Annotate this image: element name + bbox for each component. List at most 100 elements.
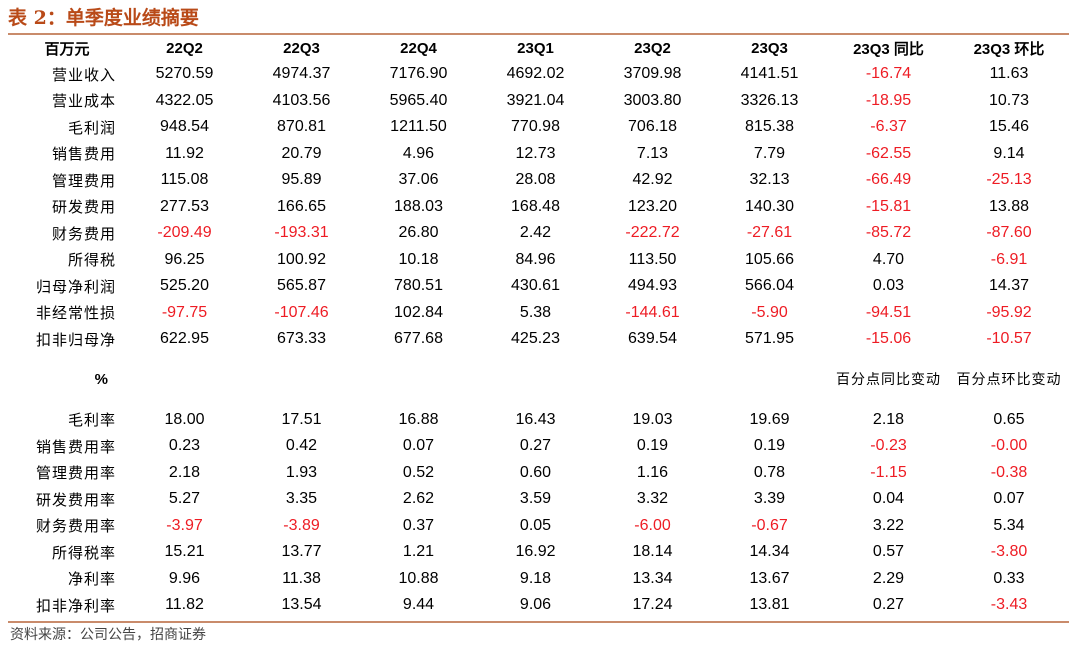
row-label: 净利率 [67, 570, 116, 589]
yoy-note: 百分点同比变动 [836, 371, 941, 388]
table-cell: -15.81 [865, 197, 912, 215]
table-cell: 622.95 [160, 330, 209, 348]
table-cell: 815.38 [745, 118, 794, 136]
table-cell: 3.32 [636, 490, 669, 508]
table-cell: 948.54 [160, 118, 209, 136]
bottom-rule [8, 621, 1069, 623]
table-cell: 277.53 [160, 197, 209, 215]
table-cell: 0.03 [872, 277, 905, 295]
table-cell: 2.62 [402, 490, 435, 508]
table-cell: -10.57 [986, 330, 1032, 348]
table-cell: -85.72 [865, 224, 912, 242]
table-cell: 780.51 [394, 277, 443, 295]
table-cell: 870.81 [277, 118, 326, 136]
table-cell: -0.23 [870, 437, 907, 455]
table-cell: 140.30 [745, 197, 794, 215]
column-header: 22Q3 [283, 39, 320, 57]
table-cell: 3.35 [285, 490, 318, 508]
table-cell: 9.44 [402, 596, 435, 614]
source-note: 资料来源：公司公告，招商证券 [10, 627, 206, 643]
table-cell: 17.51 [281, 410, 322, 428]
table-cell: 19.03 [632, 410, 673, 428]
table-cell: 32.13 [749, 171, 790, 189]
table-cell: 0.19 [636, 437, 669, 455]
pct-header-row: % 百分点同比变动 百分点环比变动 [8, 353, 1069, 407]
row-label: 管理费用 [51, 171, 116, 190]
table-cell: 639.54 [628, 330, 677, 348]
table-row: 营业收入 5270.59 4974.37 7176.90 4692.02 3709.98 4… [8, 61, 1069, 88]
table-cell: 13.88 [988, 197, 1030, 215]
table-cell: 14.37 [988, 277, 1030, 295]
table-cell: 9.14 [993, 144, 1025, 162]
table-cell: 13.34 [632, 569, 673, 587]
table-cell: 13.54 [281, 596, 322, 614]
table-cell: 677.68 [394, 330, 443, 348]
table-row: 毛利率 18.00 17.51 16.88 16.43 19.03 19.69 2.18 0.6… [8, 407, 1069, 434]
row-label: 研发费用 [51, 198, 116, 217]
column-header: 23Q1 [517, 39, 554, 57]
column-header: 23Q2 [634, 39, 671, 57]
table-cell: 2.18 [872, 410, 905, 428]
table-cell: 0.27 [519, 437, 552, 455]
table-cell: 430.61 [511, 277, 560, 295]
table-cell: 565.87 [277, 277, 326, 295]
row-label: 毛利润 [67, 118, 116, 137]
table-cell: 113.50 [628, 250, 677, 268]
row-label: 研发费用率 [35, 490, 116, 509]
row-label: 所得税率 [51, 543, 116, 562]
table-cell: -25.13 [986, 171, 1032, 189]
table-cell: 566.04 [745, 277, 794, 295]
table-cell: -95.92 [986, 303, 1032, 321]
table-cell: 14.34 [749, 543, 790, 561]
table-cell: 7176.90 [389, 65, 448, 83]
row-label: 扣非归母净 [35, 330, 116, 349]
row-label: 营业收入 [51, 65, 116, 84]
row-label: 财务费用 [51, 224, 116, 243]
table-cell: -62.55 [865, 144, 912, 162]
table-cell: -193.31 [274, 224, 329, 242]
table-cell: 37.06 [398, 171, 439, 189]
table-cell: 3921.04 [506, 91, 565, 109]
table-cell: 16.43 [515, 410, 556, 428]
table-row: 财务费用 -209.49 -193.31 26.80 2.42 -222.72 -27.61… [8, 220, 1069, 247]
table-cell: 3.22 [872, 516, 905, 534]
row-label: 销售费用率 [35, 437, 116, 456]
table-cell: 2.18 [168, 463, 201, 481]
table-cell: 188.03 [394, 197, 443, 215]
table-cell: 0.19 [753, 437, 786, 455]
table-cell: 96.25 [164, 250, 205, 268]
table-cell: 0.33 [993, 569, 1025, 587]
column-header: 23Q3 同比 [853, 40, 924, 58]
row-label: 扣非净利率 [35, 596, 116, 615]
column-header: 22Q4 [400, 39, 437, 57]
table-cell: 9.18 [519, 569, 552, 587]
table-cell: -6.00 [634, 516, 671, 534]
table-row: 财务费用率 -3.97 -3.89 0.37 0.05 -6.00 -0.67 3.22 5.3… [8, 513, 1069, 540]
table-row: 非经常性损 -97.75 -107.46 102.84 5.38 -144.61 -5.90… [8, 300, 1069, 327]
table-cell: 525.20 [160, 277, 209, 295]
table-cell: 0.04 [872, 490, 905, 508]
table-cell: -5.90 [751, 303, 788, 321]
table-cell: 1.21 [402, 543, 435, 561]
table-cell: 102.84 [394, 303, 443, 321]
table-row: 扣非归母净 622.95 673.33 677.68 425.23 639.54 571.9… [8, 326, 1069, 353]
table-cell: -222.72 [625, 224, 680, 242]
column-header: 23Q3 [751, 39, 788, 57]
table-cell: 115.08 [160, 171, 209, 189]
table-cell: 11.38 [282, 569, 321, 587]
table-cell: 13.67 [749, 569, 790, 587]
table-cell: 18.14 [632, 543, 673, 561]
table-cell: -0.38 [990, 463, 1028, 481]
table-cell: 5.27 [168, 490, 201, 508]
table-cell: 3.39 [753, 490, 786, 508]
table-cell: -3.89 [283, 516, 320, 534]
row-label: 销售费用 [51, 145, 116, 164]
table-cell: -209.49 [157, 224, 212, 242]
qoq-note: 百分点环比变动 [956, 371, 1062, 388]
table-cell: 28.08 [515, 171, 556, 189]
table-cell: 0.42 [285, 437, 318, 455]
table-cell: 673.33 [277, 330, 326, 348]
table-cell: -0.00 [990, 437, 1028, 455]
table-cell: 84.96 [515, 250, 556, 268]
table-cell: 0.57 [872, 543, 905, 561]
